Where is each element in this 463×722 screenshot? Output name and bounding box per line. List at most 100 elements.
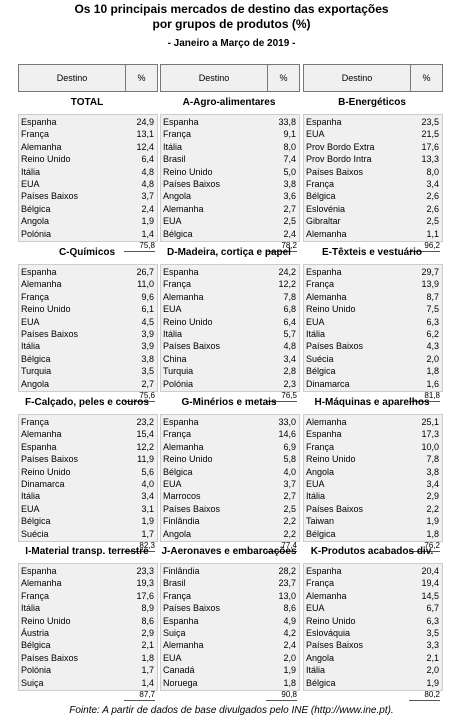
- group-title: F-Calçado, peles e couros: [25, 397, 149, 408]
- country: Países Baixos: [163, 341, 221, 352]
- group-rows: Finlândia 28,2 Brasil 23,7 França 13,0 Países …: [160, 563, 300, 691]
- country: Espanha: [306, 117, 342, 127]
- percent: 2,2: [283, 516, 296, 527]
- country: China: [163, 353, 187, 364]
- group-title: E-Têxteis e vestuário: [321, 247, 423, 258]
- percent: 7,5: [426, 304, 439, 315]
- percent: 1,7: [141, 528, 154, 539]
- country: Brasil: [163, 154, 186, 165]
- percent: 12,4: [136, 141, 154, 152]
- country: Eslovénia: [306, 203, 346, 214]
- percent: 3,4: [426, 179, 439, 189]
- percent: 5,6: [141, 466, 154, 477]
- percent: 3,9: [141, 329, 154, 339]
- country: Suiça: [21, 677, 44, 688]
- group-rows: Espanha 33,8 França 9,1 Itália 8,0 Brasil 7,4 Re…: [160, 114, 300, 242]
- country: Bélgica: [163, 466, 193, 477]
- percent: 4,8: [283, 341, 296, 352]
- percent: 6,2: [426, 329, 439, 339]
- country: Alemanha: [163, 291, 204, 302]
- percent: 14,5: [421, 590, 439, 601]
- group-rows: Espanha 33,0 França 14,6 Alemanha 6,9 Reino Un…: [160, 414, 300, 542]
- country: Alemanha: [21, 141, 62, 152]
- percent: 6,7: [426, 603, 439, 614]
- country: EUA: [163, 304, 182, 315]
- percent: 33,8: [278, 117, 296, 127]
- percent: 13,1: [136, 129, 154, 140]
- percent: 2,6: [426, 203, 439, 214]
- percent: 28,2: [278, 566, 296, 576]
- total: 96,2: [409, 241, 440, 252]
- percent: 8,6: [283, 603, 296, 614]
- country: Países Baixos: [21, 191, 79, 202]
- country: França: [21, 129, 50, 140]
- percent: 6,9: [283, 441, 296, 452]
- column-header: Destino%: [303, 64, 443, 92]
- percent: 24,2: [278, 267, 296, 277]
- country: Itália: [306, 665, 326, 676]
- title: Os 10 principais mercados de destino das…: [74, 2, 389, 16]
- country: Bélgica: [21, 353, 51, 364]
- group-title: D-Madeira, cortiça e papel: [167, 247, 291, 258]
- percent: 21,5: [421, 129, 439, 140]
- country: Canadá: [163, 665, 195, 676]
- country: Áustria: [21, 628, 50, 638]
- country: Taiwan: [306, 516, 335, 527]
- percent: 5,0: [283, 166, 296, 177]
- total: 80,2: [409, 690, 440, 701]
- country: Suiça: [163, 628, 186, 638]
- percent: 1,6: [426, 378, 439, 389]
- country: Países Baixos: [163, 179, 221, 189]
- percent: 2,1: [141, 640, 154, 651]
- country: Alemanha: [163, 441, 204, 452]
- percent: 12,2: [136, 441, 154, 452]
- percent: 1,8: [283, 677, 296, 688]
- country: Espanha: [163, 615, 199, 626]
- country: Reino Unido: [21, 154, 71, 165]
- country: Brasil: [163, 578, 186, 589]
- country: EUA: [21, 179, 40, 189]
- percent: 4,8: [141, 179, 154, 189]
- country: Itália: [21, 166, 41, 177]
- country: Alemanha: [21, 429, 62, 440]
- total: 87,7: [124, 690, 155, 701]
- percent: 3,3: [426, 640, 439, 651]
- percent: 29,7: [421, 267, 439, 277]
- percent: 6,3: [426, 615, 439, 626]
- country: França: [163, 129, 192, 140]
- country: Espanha: [21, 267, 57, 277]
- country: Suécia: [306, 353, 334, 364]
- country: Espanha: [306, 267, 342, 277]
- percent: 6,1: [141, 304, 154, 315]
- percent: 1,7: [141, 665, 154, 676]
- country: EUA: [306, 603, 325, 614]
- group-rows: Espanha 23,5 EUA 21,5 Prov Bordo Extra 17,6 Pr…: [303, 114, 443, 242]
- percent: 3,8: [283, 179, 296, 189]
- country: França: [306, 441, 335, 452]
- percent: 7,4: [283, 154, 296, 165]
- column-header: Destino%: [160, 64, 300, 92]
- percent: 20,4: [421, 566, 439, 576]
- group-title: TOTAL: [70, 97, 104, 108]
- percent: 3,1: [141, 503, 154, 514]
- percent: 5,7: [283, 329, 296, 339]
- country: França: [306, 279, 335, 290]
- percent: 2,5: [283, 216, 296, 227]
- country: Países Baixos: [163, 503, 221, 514]
- country: França: [163, 590, 192, 601]
- country: França: [163, 279, 192, 290]
- percent: 2,7: [283, 203, 296, 214]
- country: Prov Bordo Intra: [306, 154, 372, 165]
- subtitle: por grupos de produtos (%): [152, 17, 311, 31]
- country: Reino Unido: [163, 454, 213, 465]
- total: 78,2: [266, 241, 297, 252]
- country: Angola: [21, 378, 50, 389]
- percent: 6,3: [426, 316, 439, 327]
- country: Alemanha: [163, 640, 204, 651]
- header-destino: Destino: [161, 65, 268, 91]
- percent: 7,8: [426, 454, 439, 465]
- country: Eslováquia: [306, 628, 351, 638]
- percent: 5,8: [283, 454, 296, 465]
- percent: 33,0: [278, 417, 296, 427]
- country: Noruega: [163, 677, 198, 688]
